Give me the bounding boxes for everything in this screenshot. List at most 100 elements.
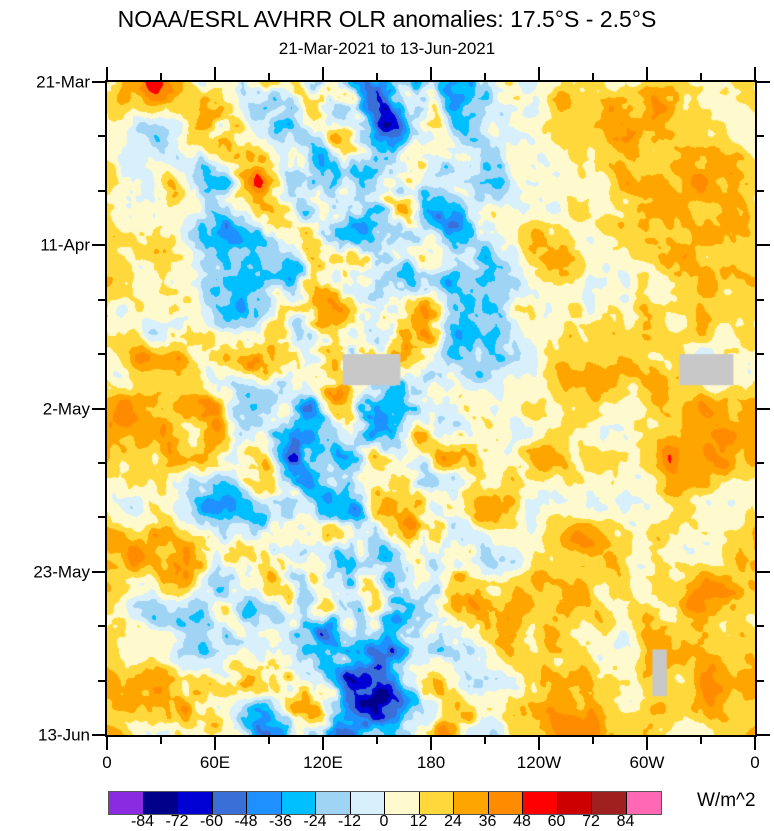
- x-tick-top: [214, 67, 216, 80]
- colorbar-swatch: [419, 792, 454, 814]
- x-axis-tick-label: 0: [750, 753, 760, 772]
- colorbar-tick-label: -60: [199, 813, 224, 830]
- y-tick-left: [98, 462, 105, 464]
- colorbar-tick-label: 60: [547, 813, 566, 830]
- colorbar-swatch: [143, 792, 178, 814]
- x-tick-bottom: [592, 737, 594, 744]
- x-tick-top: [106, 67, 108, 80]
- x-tick-bottom: [268, 737, 270, 744]
- y-tick-right: [757, 680, 764, 682]
- x-tick-top: [484, 73, 486, 80]
- y-axis-labels: 21-Mar 11-Apr 2-May 23-May 13-Jun: [0, 0, 90, 830]
- x-tick-top: [430, 67, 432, 80]
- x-tick-bottom: [484, 737, 486, 744]
- x-tick-bottom: [376, 737, 378, 744]
- olr-anomaly-field: [107, 82, 755, 735]
- x-tick-bottom: [700, 737, 702, 744]
- y-tick-left: [92, 408, 105, 410]
- y-tick-right: [757, 135, 764, 137]
- x-tick-top: [376, 73, 378, 80]
- x-axis-tick-label: 180: [416, 753, 446, 772]
- y-tick-left: [98, 135, 105, 137]
- y-axis-tick-label: 21-Mar: [36, 72, 90, 92]
- x-tick-top: [268, 73, 270, 80]
- page-title: NOAA/ESRL AVHRR OLR anomalies: 17.5°S - …: [117, 6, 657, 32]
- x-tick-top: [322, 67, 324, 80]
- colorbar-tick-label: -12: [337, 813, 362, 830]
- colorbar-tick-label: 12: [409, 813, 428, 830]
- y-tick-left: [98, 625, 105, 627]
- x-tick-top: [754, 67, 756, 80]
- colorbar-swatch: [488, 792, 523, 814]
- x-tick-top: [160, 73, 162, 80]
- colorbar-tick-label: -72: [165, 813, 189, 830]
- y-tick-right: [757, 299, 764, 301]
- colorbar: [108, 791, 662, 815]
- y-tick-left: [98, 299, 105, 301]
- colorbar-swatch: [592, 792, 627, 814]
- x-axis-tick-label: 0: [102, 753, 112, 772]
- y-tick-right: [757, 625, 764, 627]
- x-axis-tick-label: 60E: [199, 753, 231, 772]
- y-tick-left: [98, 190, 105, 192]
- colorbar-units-label: W/m^2: [697, 790, 756, 811]
- y-axis-tick-label: 2-May: [42, 399, 90, 418]
- colorbar-swatch: [523, 792, 558, 814]
- colorbar-swatch: [178, 792, 213, 814]
- y-tick-left: [98, 516, 105, 518]
- colorbar-swatch: [281, 792, 316, 814]
- colorbar-tick-label: 36: [478, 813, 497, 830]
- y-tick-right: [757, 244, 770, 246]
- colorbar-tick-label: -84: [130, 813, 155, 830]
- y-tick-right: [757, 516, 764, 518]
- y-tick-left: [98, 680, 105, 682]
- y-tick-right: [757, 462, 764, 464]
- colorbar-swatch: [212, 792, 247, 814]
- y-tick-right: [757, 81, 770, 83]
- x-tick-bottom: [322, 737, 324, 750]
- y-axis-tick-label: 13-Jun: [38, 725, 90, 745]
- x-tick-top: [646, 67, 648, 80]
- y-axis-tick-label: 23-May: [33, 562, 90, 582]
- y-tick-right: [757, 734, 770, 736]
- x-tick-bottom: [646, 737, 648, 750]
- colorbar-tick-label: 72: [582, 813, 600, 830]
- colorbar-tick-label: 24: [444, 813, 462, 830]
- x-tick-top: [592, 73, 594, 80]
- x-tick-bottom: [214, 737, 216, 750]
- x-tick-bottom: [106, 737, 108, 750]
- x-tick-bottom: [160, 737, 162, 744]
- colorbar-swatch: [247, 792, 282, 814]
- x-axis-tick-label: 60W: [629, 753, 665, 772]
- y-tick-left: [92, 81, 105, 83]
- figure-subtitle: 21-Mar-2021 to 13-Jun-2021: [278, 39, 496, 58]
- colorbar-swatch: [626, 792, 661, 814]
- y-axis-tick-label: 11-Apr: [40, 235, 90, 255]
- y-tick-right: [757, 408, 770, 410]
- y-tick-right: [757, 190, 764, 192]
- y-tick-right: [757, 353, 764, 355]
- x-tick-top: [538, 67, 540, 80]
- colorbar-tick-label: 84: [616, 813, 635, 830]
- hovmoller-plot-area: [105, 80, 757, 737]
- colorbar-swatch: [316, 792, 351, 814]
- y-tick-left: [98, 353, 105, 355]
- x-axis-tick-label: 120W: [516, 753, 562, 772]
- y-tick-left: [92, 734, 105, 736]
- colorbar-tick-label: 48: [513, 813, 531, 830]
- x-tick-top: [700, 73, 702, 80]
- colorbar-tick-label: -48: [234, 813, 258, 830]
- x-tick-bottom: [754, 737, 756, 750]
- colorbar-tick-label: -36: [268, 813, 293, 830]
- colorbar-swatch: [385, 792, 420, 814]
- x-tick-bottom: [538, 737, 540, 750]
- colorbar-tick-label: -24: [303, 813, 327, 830]
- y-tick-left: [92, 571, 105, 573]
- colorbar-swatch: [557, 792, 592, 814]
- colorbar-swatch: [350, 792, 385, 814]
- colorbar-swatch: [454, 792, 489, 814]
- y-tick-right: [757, 571, 770, 573]
- colorbar-swatch: [109, 792, 144, 814]
- x-axis-tick-label: 120E: [303, 753, 343, 772]
